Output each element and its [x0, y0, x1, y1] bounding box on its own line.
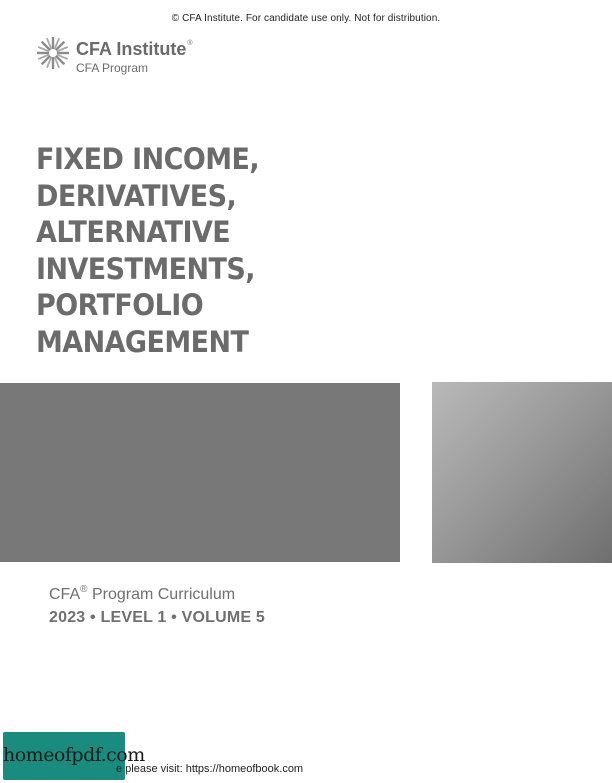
cfa-starburst-icon — [37, 37, 69, 69]
cfa-logo: CFA Institute® CFA Program — [36, 36, 216, 80]
watermark-link-text[interactable]: e please visit: https://homeofbook.com — [116, 763, 304, 775]
book-title: FIXED INCOME, DERIVATIVES, ALTERNATIVE I… — [36, 141, 389, 360]
title-line: INVESTMENTS, — [36, 251, 255, 286]
title-line: ALTERNATIVE — [36, 215, 231, 249]
curriculum-registered-mark: ® — [80, 584, 88, 595]
title-line: DERIVATIVES, — [36, 178, 237, 213]
decorative-gradient-block-right — [432, 382, 612, 563]
title-line: MANAGEMENT — [36, 324, 249, 359]
logo-program-label: CFA Program — [76, 61, 149, 75]
edition-volume-label: 2023 • LEVEL 1 • VOLUME 5 — [49, 609, 265, 626]
curriculum-label: CFA® Program Curriculum — [49, 584, 236, 603]
watermark-badge[interactable]: homeofpdf.com — [3, 732, 145, 780]
logo-name: CFA Institute® — [76, 39, 193, 59]
decorative-gray-block-left — [0, 383, 400, 562]
title-line: PORTFOLIO — [36, 288, 204, 322]
title-line: FIXED INCOME, — [36, 142, 260, 176]
watermark-badge-text: homeofpdf.com — [3, 744, 145, 766]
logo-registered-mark: ® — [187, 40, 193, 47]
copyright-notice: © CFA Institute. For candidate use only.… — [171, 13, 441, 24]
